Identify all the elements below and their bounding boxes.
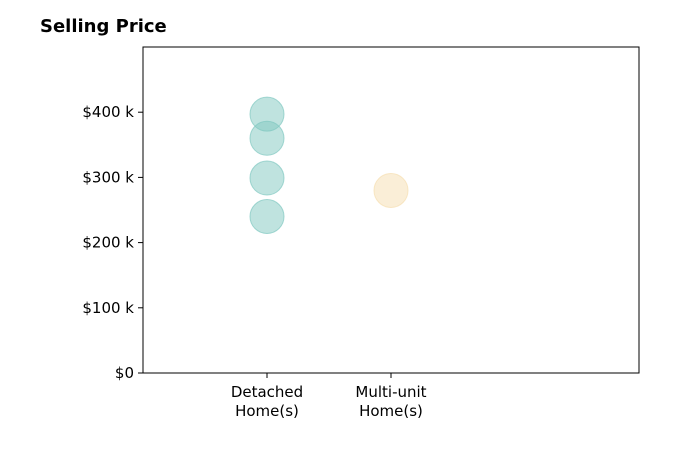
y-tick-label: $300 k bbox=[82, 168, 134, 186]
y-tick-label: $0 bbox=[115, 364, 134, 382]
y-tick-label: $200 k bbox=[82, 234, 134, 252]
data-point bbox=[249, 160, 285, 196]
data-points bbox=[249, 96, 409, 235]
y-tick-label: $400 k bbox=[82, 103, 134, 121]
x-tick-label: Home(s) bbox=[235, 402, 299, 420]
data-point bbox=[249, 120, 285, 156]
y-tick-label: $100 k bbox=[82, 299, 134, 317]
chart-title: Selling Price bbox=[40, 16, 167, 37]
data-point bbox=[373, 172, 409, 208]
data-point bbox=[249, 199, 285, 235]
plot-frame bbox=[142, 46, 640, 374]
y-axis: $0 $100 k $200 k $300 k $400 k bbox=[82, 103, 143, 382]
x-tick-label: Multi-unit bbox=[355, 383, 426, 401]
x-tick-label: Home(s) bbox=[359, 402, 423, 420]
x-tick-label: Detached bbox=[231, 383, 303, 401]
